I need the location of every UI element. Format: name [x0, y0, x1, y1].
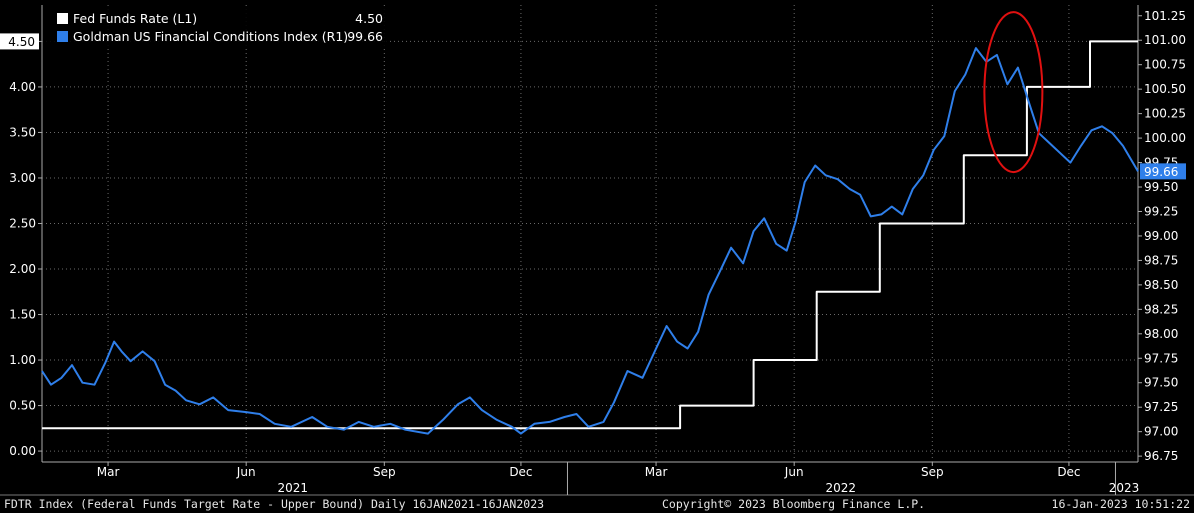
x-year-label: 2022: [825, 481, 856, 495]
left-tick-label: 2.00: [9, 262, 36, 276]
right-tick-label: 101.25: [1144, 9, 1186, 23]
right-tick-label: 100.25: [1144, 107, 1186, 121]
left-tick-label: 3.50: [9, 125, 36, 139]
x-tick-label: Jun: [784, 465, 804, 479]
right-tick-label: 97.00: [1144, 425, 1178, 439]
right-tick-label: 97.25: [1144, 400, 1178, 414]
annotation-ellipse: [983, 11, 1044, 174]
x-tick-label: Mar: [645, 465, 668, 479]
footer-source: FDTR Index (Federal Funds Target Rate - …: [4, 497, 544, 511]
legend-value: 99.66: [347, 29, 383, 44]
legend-swatch: [57, 13, 68, 24]
right-tick-label: 96.75: [1144, 449, 1178, 463]
right-tick-label: 97.75: [1144, 351, 1178, 365]
right-tick-label: 98.50: [1144, 278, 1178, 292]
right-tick-label: 100.50: [1144, 82, 1186, 96]
right-tick-label: 98.00: [1144, 327, 1178, 341]
left-tick-label: 1.50: [9, 308, 36, 322]
x-tick-label: Dec: [509, 465, 532, 479]
series-line-fed-funds: [42, 40, 1138, 430]
left-current-value: 4.50: [8, 35, 35, 49]
right-tick-label: 98.25: [1144, 302, 1178, 316]
legend-label: Goldman US Financial Conditions Index (R…: [73, 29, 348, 44]
x-year-label: 2023: [1109, 481, 1140, 495]
right-tick-label: 100.00: [1144, 131, 1186, 145]
footer-copyright: Copyright© 2023 Bloomberg Finance L.P.: [662, 497, 925, 511]
right-tick-label: 99.50: [1144, 180, 1178, 194]
left-current-tag: [0, 33, 39, 50]
legend-value: 4.50: [355, 11, 383, 26]
x-tick-label: Sep: [921, 465, 944, 479]
right-tick-label: 101.00: [1144, 33, 1186, 47]
legend-box: [46, 7, 390, 47]
legend-label: Fed Funds Rate (L1): [73, 11, 197, 26]
x-tick-label: Sep: [373, 465, 396, 479]
series-line-gs-fci: [41, 47, 1139, 435]
right-tick-label: 99.25: [1144, 204, 1178, 218]
x-tick-label: Dec: [1057, 465, 1080, 479]
left-tick-label: 4.00: [9, 80, 36, 94]
left-tick-label: 1.00: [9, 353, 36, 367]
right-tick-label: 98.75: [1144, 253, 1178, 267]
x-tick-label: Jun: [236, 465, 256, 479]
right-tick-label: 99.00: [1144, 229, 1178, 243]
footer-timestamp: 16-Jan-2023 10:51:22: [1052, 497, 1190, 511]
right-current-value: 99.66: [1144, 165, 1178, 179]
left-tick-label: 3.00: [9, 171, 36, 185]
legend-swatch: [57, 31, 68, 42]
left-tick-label: 2.50: [9, 216, 36, 230]
right-tick-label: 100.75: [1144, 58, 1186, 72]
x-tick-label: Mar: [97, 465, 120, 479]
left-tick-label: 0.50: [9, 399, 36, 413]
x-year-label: 2021: [277, 481, 308, 495]
right-current-tag: [1140, 163, 1186, 180]
left-tick-label: 0.00: [9, 444, 36, 458]
right-tick-label: 97.50: [1144, 376, 1178, 390]
